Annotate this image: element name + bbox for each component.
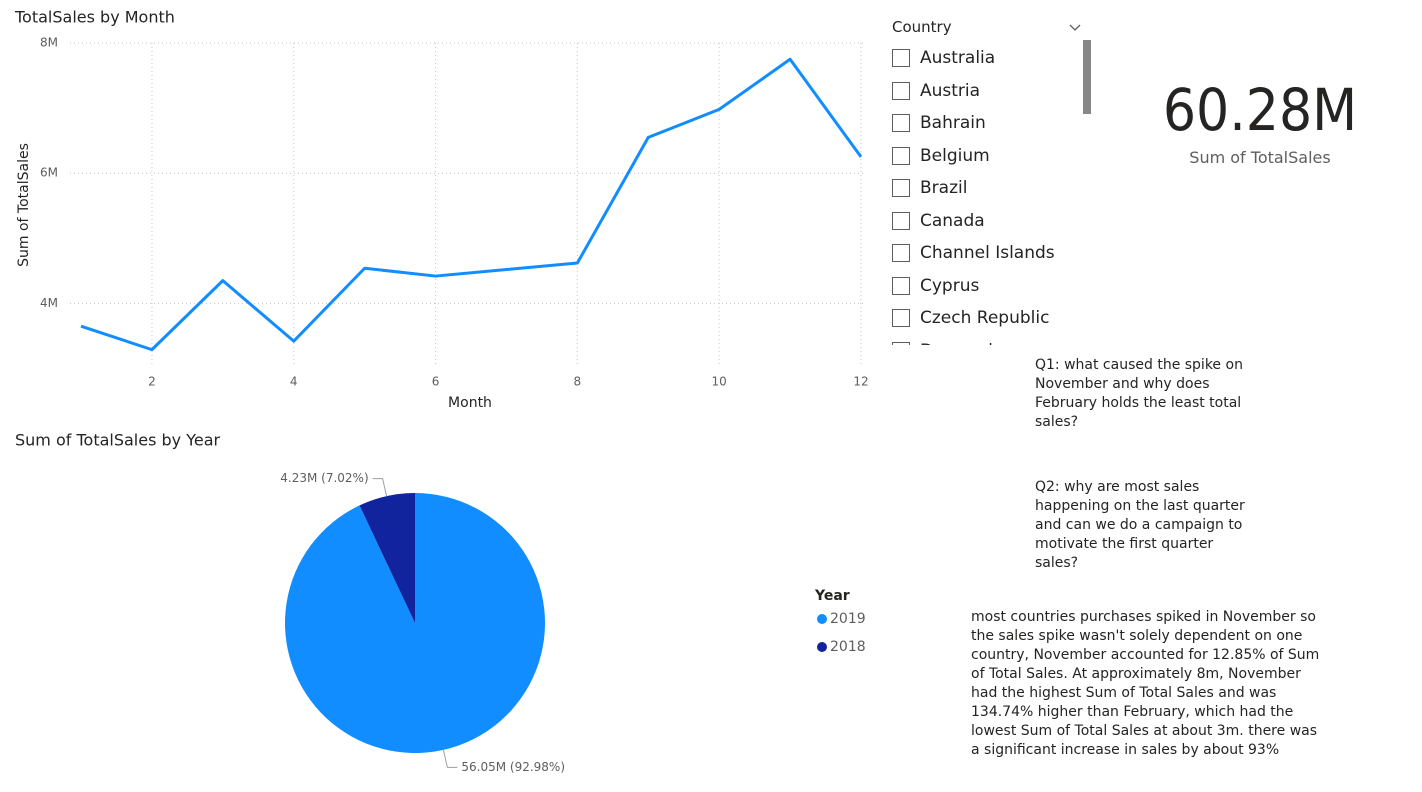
chart-title: TotalSales by Month bbox=[14, 8, 175, 27]
slicer-item-label: Czech Republic bbox=[920, 308, 1050, 329]
y-tick-label: 8M bbox=[40, 36, 58, 50]
note: Q2: why are most sales happening on the … bbox=[1035, 479, 1245, 571]
chart-title: Sum of TotalSales by Year bbox=[15, 431, 221, 450]
y-tick-label: 6M bbox=[40, 166, 58, 180]
slicer-item[interactable]: Canada bbox=[892, 205, 1082, 238]
slicer-item-label: Canada bbox=[920, 210, 985, 231]
card-label: Sum of TotalSales bbox=[1189, 148, 1331, 167]
line bbox=[80, 57, 863, 352]
checkbox[interactable] bbox=[892, 114, 910, 133]
x-tick-label: 6 bbox=[432, 375, 440, 389]
slicer-item[interactable]: Belgium bbox=[892, 140, 1082, 173]
x-tick-label: 12 bbox=[853, 375, 868, 389]
checkbox[interactable] bbox=[892, 244, 910, 263]
slicer-item-label: Austria bbox=[920, 80, 981, 101]
checkbox[interactable] bbox=[892, 211, 910, 230]
country-slicer: Country Australia Austria Bahrain Belgium Br… bbox=[892, 18, 1092, 348]
slicer-item-label: Belgium bbox=[920, 145, 990, 166]
x-axis-title: Month bbox=[448, 395, 492, 411]
pie-slice bbox=[359, 493, 415, 623]
slicer-list: Australia Austria Bahrain Belgium Brazil Cana… bbox=[892, 42, 1082, 345]
checkbox[interactable] bbox=[892, 179, 910, 198]
note: most countries purchases spiked in Novem… bbox=[971, 609, 1320, 758]
slicer-item-label: Brazil bbox=[920, 178, 968, 199]
slicer-title: Country bbox=[892, 18, 952, 36]
leader-line bbox=[372, 478, 388, 497]
checkbox[interactable] bbox=[892, 146, 910, 165]
checkbox[interactable] bbox=[892, 309, 910, 328]
slicer-item[interactable]: Channel Islands bbox=[892, 237, 1082, 270]
checkbox[interactable] bbox=[892, 341, 910, 345]
chevron[interactable] bbox=[1068, 20, 1082, 34]
legend-marker bbox=[817, 642, 827, 652]
slicer-item[interactable]: Denmark bbox=[892, 335, 1082, 345]
slicer-item[interactable]: Czech Republic bbox=[892, 302, 1082, 335]
x-tick-label: 10 bbox=[712, 375, 727, 389]
legend-label: 2019 bbox=[830, 611, 866, 627]
legend-title: Year bbox=[814, 588, 850, 604]
y-tick-label: 4M bbox=[40, 296, 58, 310]
note: Q1: what caused the spike on November an… bbox=[1035, 357, 1243, 430]
slicer-item-label: Australia bbox=[920, 48, 996, 69]
slicer-item-label: Bahrain bbox=[920, 113, 986, 134]
scrollbar[interactable] bbox=[1083, 40, 1091, 114]
y-axis-title: Sum of TotalSales bbox=[16, 143, 32, 267]
slicer-item-label: Cyprus bbox=[920, 275, 980, 296]
legend-marker bbox=[817, 614, 827, 624]
x-tick-label: 2 bbox=[148, 375, 156, 389]
slicer-item-label: Channel Islands bbox=[920, 243, 1055, 264]
slicer-item[interactable]: Austria bbox=[892, 75, 1082, 108]
data-label: 56.05M (92.98%) bbox=[461, 760, 565, 774]
data-label: 4.23M (7.02%) bbox=[280, 471, 368, 485]
slicer-item-label: Denmark bbox=[920, 341, 998, 345]
checkbox[interactable] bbox=[892, 49, 910, 68]
legend-label: 2018 bbox=[830, 639, 866, 655]
slicer-item[interactable]: Cyprus bbox=[892, 270, 1082, 303]
slicer-item[interactable]: Australia bbox=[892, 42, 1082, 75]
slicer-item[interactable]: Brazil bbox=[892, 172, 1082, 205]
card-value: 60.28M bbox=[1162, 76, 1358, 144]
checkbox[interactable] bbox=[892, 81, 910, 100]
leader-line bbox=[442, 749, 458, 768]
x-tick-label: 4 bbox=[290, 375, 298, 389]
checkbox[interactable] bbox=[892, 276, 910, 295]
x-tick-label: 8 bbox=[574, 375, 582, 389]
slicer-item[interactable]: Bahrain bbox=[892, 107, 1082, 140]
